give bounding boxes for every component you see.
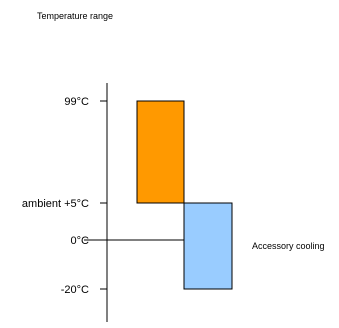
range-bar-1 — [136, 100, 185, 204]
y-tick-label-2: ambient +5°C — [22, 198, 89, 210]
y-tick-label-4: -20°C — [61, 284, 89, 296]
chart-title: Temperature range — [37, 11, 114, 21]
range-bar-2 — [183, 202, 233, 290]
bar-label-2: Accessory cooling — [252, 241, 325, 251]
y-tick-label-3: 0°C — [71, 235, 90, 247]
y-tick-label-1: 99°C — [64, 96, 89, 108]
